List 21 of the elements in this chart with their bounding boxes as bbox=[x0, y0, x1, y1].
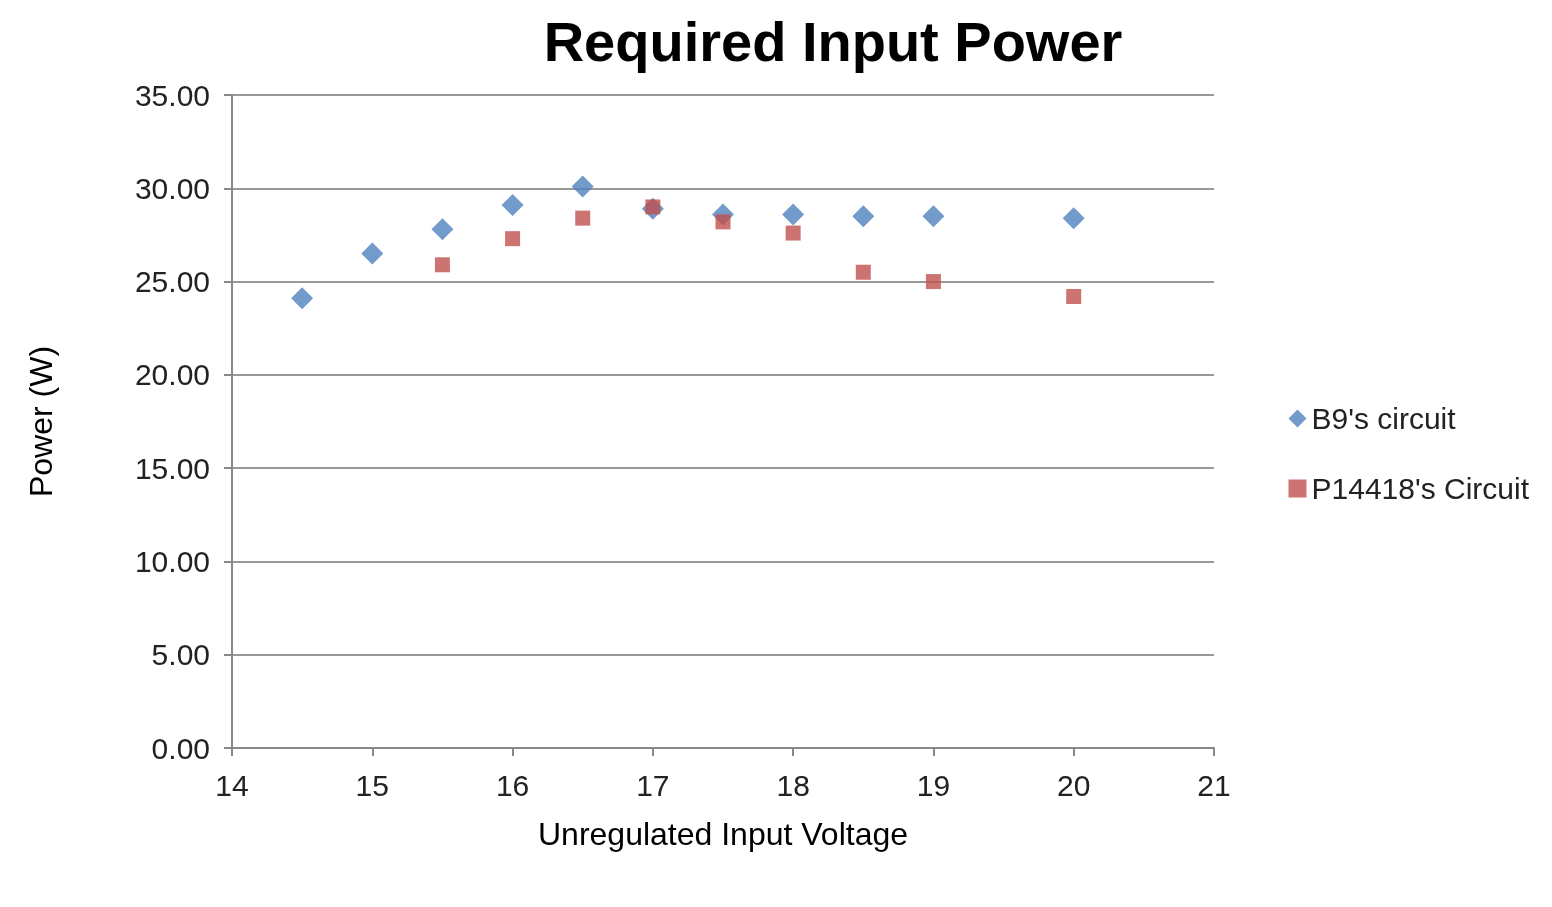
x-tick-label: 19 bbox=[916, 768, 951, 802]
y-axis-title: Power (W) bbox=[23, 345, 59, 498]
x-axis-title: Unregulated Input Voltage bbox=[537, 816, 909, 852]
legend-label: P14418's Circuit bbox=[1311, 472, 1530, 505]
x-tick-label: 18 bbox=[776, 768, 810, 802]
x-tick-label: 16 bbox=[495, 768, 530, 802]
x-tick-label: 15 bbox=[355, 768, 389, 802]
y-tick-label: 15.00 bbox=[134, 451, 210, 485]
chart-title: Required Input Power bbox=[543, 9, 1123, 73]
x-tick-label: 17 bbox=[636, 768, 670, 802]
legend-label: B9's circuit bbox=[1311, 402, 1457, 435]
x-tick-label: 14 bbox=[215, 768, 249, 802]
y-tick-label: 10.00 bbox=[134, 544, 210, 578]
y-tick-label: 25.00 bbox=[134, 265, 210, 299]
y-tick-label: 0.00 bbox=[151, 731, 210, 765]
x-tick-label: 21 bbox=[1197, 768, 1231, 802]
y-tick-label: 5.00 bbox=[151, 638, 210, 672]
y-tick-label: 30.00 bbox=[134, 171, 210, 205]
y-tick-label: 20.00 bbox=[134, 358, 210, 392]
y-tick-label: 35.00 bbox=[134, 78, 210, 112]
x-tick-label: 20 bbox=[1057, 768, 1091, 802]
